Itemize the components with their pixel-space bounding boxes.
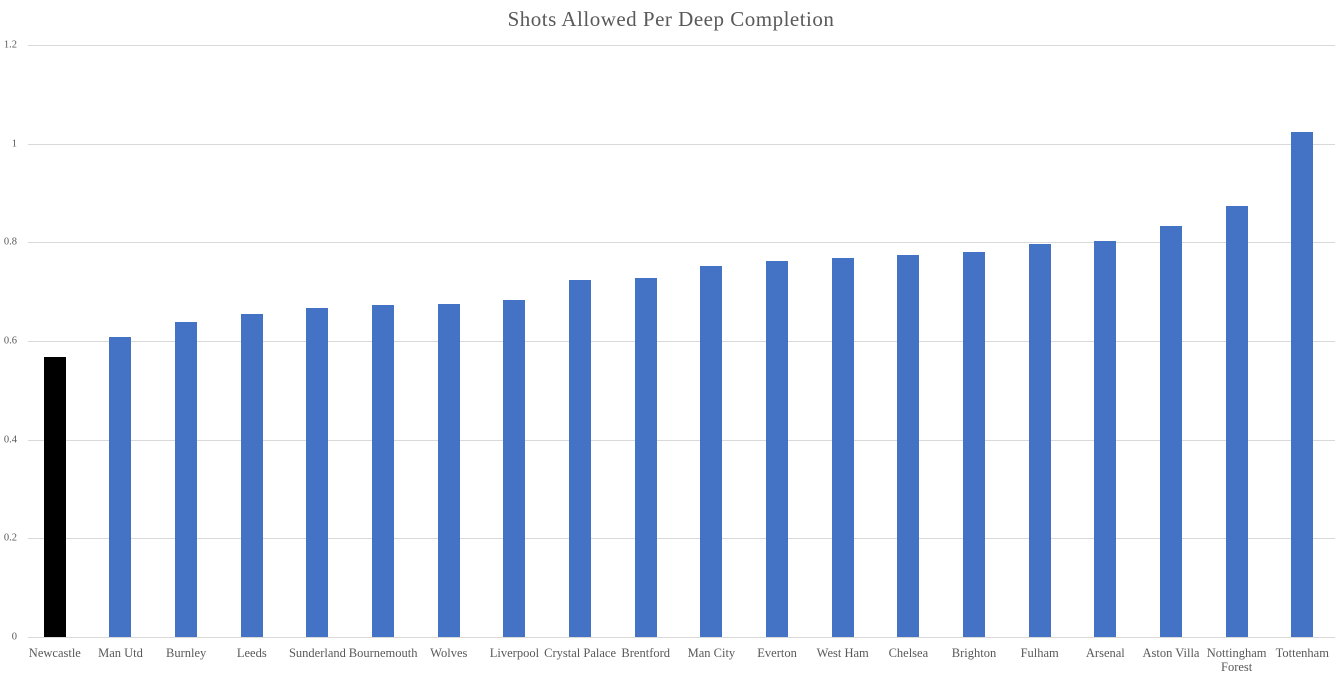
bar-group-nottingham-forest: Nottingham Forest [1204,45,1270,674]
x-axis-label-newcastle: Newcastle [29,646,81,660]
x-axis-label-arsenal: Arsenal [1086,646,1125,660]
x-axis-label-line: Everton [757,646,797,660]
y-axis-tick-label: 1 [11,138,17,150]
x-axis-label-line: Chelsea [888,646,929,660]
x-axis-label-fulham: Fulham [1021,646,1059,660]
bar-group-crystal-palace: Crystal Palace [544,45,616,660]
y-axis-tick-label: 0.4 [3,434,17,446]
x-axis-label-wolves: Wolves [430,646,467,660]
x-axis-label-line: Nottingham [1206,646,1267,660]
gridline [28,341,1335,342]
bar-group-west-ham: West Ham [810,45,876,660]
x-axis-label-bournemouth: Bournemouth [349,646,418,660]
bar-chelsea [897,255,920,637]
x-axis-label-line: Aston Villa [1142,646,1200,660]
bar-wolves [437,304,460,637]
x-axis-label-man-city: Man City [688,646,736,660]
x-axis-label-line: Man City [687,646,736,660]
bar-group-liverpool: Liverpool [482,45,548,660]
bar-group-arsenal: Arsenal [1073,45,1139,660]
bar-bournemouth [372,305,395,637]
x-axis-label-line: Crystal Palace [544,646,617,660]
bar-group-brighton: Brighton [941,45,1007,660]
bar-group-wolves: Wolves [416,45,482,660]
x-axis-label-sunderland: Sunderland [289,646,346,660]
bar-group-tottenham: Tottenham [1269,45,1335,660]
bar-group-sunderland: Sunderland [285,45,351,660]
gridline [28,439,1335,441]
bar-crystal-palace [569,279,592,637]
bar-aston-villa [1159,226,1182,637]
gridline [28,242,1335,244]
x-axis-label-line: West Ham [816,646,869,660]
bar-group-brentford: Brentford [613,45,679,660]
bar-group-man-utd: Man Utd [88,45,154,660]
x-axis-label-line: Sunderland [288,646,346,660]
x-axis-label-line: Burnley [166,646,207,660]
bar-liverpool [503,299,526,637]
x-axis-label-tottenham: Tottenham [1276,646,1329,660]
bar-newcastle [43,356,66,637]
x-axis-label-line: Fulham [1020,646,1059,660]
x-axis-label-chelsea: Chelsea [889,646,929,660]
y-axis-tick-label: 0.6 [3,335,17,347]
bar-everton [766,261,789,637]
x-axis-label-line: Brentford [621,646,671,660]
bar-group-leeds: Leeds [219,45,285,660]
x-axis-label-brighton: Brighton [952,646,996,660]
bar-west-ham [831,258,854,637]
x-axis-label-man-utd: Man Utd [98,646,143,660]
bar-arsenal [1094,241,1117,637]
chart-title: Shots Allowed Per Deep Completion [507,7,835,31]
bar-burnley [175,322,198,637]
x-axis-label-burnley: Burnley [166,646,206,660]
x-axis-label-brentford: Brentford [621,646,670,660]
gridline [28,143,1335,145]
bar-group-fulham: Fulham [1007,45,1073,660]
x-axis-label-nottingham-forest: Nottingham Forest [1207,646,1267,675]
x-axis-label-west-ham: West Ham [817,646,869,660]
bar-group-bournemouth: Bournemouth [349,45,417,660]
x-axis-label-line: Wolves [430,646,468,660]
bar-leeds [240,313,263,637]
bar-group-newcastle: Newcastle [22,45,88,660]
bar-brighton [963,251,986,637]
bar-brentford [634,277,657,637]
bar-group-burnley: Burnley [153,45,219,660]
bar-group-man-city: Man City [679,45,745,660]
x-axis-label-line: Man Utd [98,646,143,660]
x-axis-label-crystal-palace: Crystal Palace [544,646,616,660]
x-axis-label-line: Newcastle [28,646,81,660]
bar-man-city [700,266,723,637]
y-axis-tick-label: 1.2 [3,39,17,51]
x-axis-label-line: Leeds [236,646,267,660]
gridline [28,538,1335,540]
bar-group-everton: Everton [744,45,810,660]
plot-area: 0 0.2 0.4 0.6 0.8 1 1.2 Newcastle Man Utd Burnley… [4,40,1335,674]
bar-group-chelsea: Chelsea [876,45,942,660]
bar-fulham [1028,243,1051,637]
y-axis-tick-label: 0.2 [3,532,17,544]
bar-tottenham [1291,131,1314,637]
gridline [28,45,1335,46]
x-axis-label-line: Arsenal [1085,646,1125,660]
x-axis-label-leeds: Leeds [237,646,267,660]
x-axis-label-liverpool: Liverpool [490,646,539,660]
y-axis-tick-label: 0.8 [3,236,17,248]
bar-nottingham-forest [1225,205,1248,637]
x-axis-label-aston-villa: Aston Villa [1142,646,1199,660]
bar-row: Newcastle Man Utd Burnley Leeds Sunderland Bo… [22,45,1335,674]
x-axis-label-line: Brighton [951,646,997,660]
bar-man-utd [109,337,132,637]
bar-group-aston-villa: Aston Villa [1138,45,1204,660]
x-axis-label-line: Bournemouth [348,646,418,660]
x-axis-label-line: Liverpool [489,646,540,660]
bar-sunderland [306,308,329,637]
gridline [28,637,1335,638]
y-axis-tick-label: 0 [11,631,17,643]
x-axis-label-everton: Everton [757,646,797,660]
x-axis-label-line: Forest [1221,660,1253,675]
x-axis-label-line: Tottenham [1275,646,1329,660]
